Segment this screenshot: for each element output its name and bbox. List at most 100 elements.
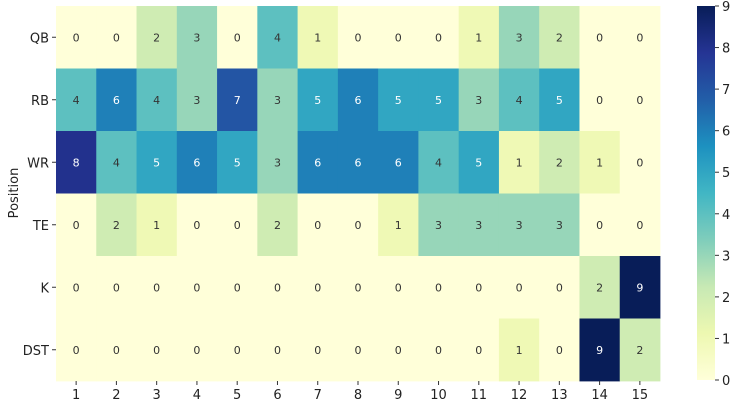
colorbar-tick-label: 2 <box>722 291 730 306</box>
heatmap-cell <box>619 256 661 319</box>
heatmap-cell <box>619 6 661 69</box>
cell-value-label: 0 <box>636 219 643 232</box>
cell-value-label: 5 <box>234 156 241 169</box>
cell-value-label: 6 <box>193 156 200 169</box>
heatmap-cell <box>458 68 500 132</box>
heatmap-cell <box>176 193 218 257</box>
heatmap-cell <box>498 6 540 69</box>
cell-value-label: 9 <box>636 281 643 294</box>
heatmap-cell <box>498 193 540 257</box>
heatmap-cell <box>418 193 460 257</box>
colorbar: 0 1 2 3 4 5 6 7 8 9 <box>697 0 730 389</box>
y-tick-label: TE <box>32 219 49 234</box>
cell-value-label: 1 <box>475 31 482 44</box>
cell-value-label: 6 <box>314 156 321 169</box>
heatmap-cell <box>539 256 580 319</box>
cell-value-label: 0 <box>355 219 362 232</box>
heatmap-cell <box>257 193 298 257</box>
heatmap-cell <box>136 131 178 194</box>
heatmap-cell <box>337 256 379 319</box>
heatmap-cell <box>579 6 621 69</box>
heatmap-cell <box>297 131 339 194</box>
cell-value-label: 2 <box>113 219 120 232</box>
cell-value-label: 6 <box>355 94 362 107</box>
heatmap-cell <box>297 193 339 257</box>
x-tick-label: 4 <box>193 388 201 400</box>
x-tick-label: 12 <box>511 388 528 400</box>
heatmap-cell <box>96 6 137 69</box>
cell-value-label: 1 <box>516 344 523 357</box>
cell-value-label: 6 <box>355 156 362 169</box>
cell-value-label: 0 <box>314 219 321 232</box>
heatmap-cell <box>498 68 540 132</box>
cell-value-label: 0 <box>73 281 80 294</box>
heatmap-cell <box>619 131 661 194</box>
x-tick-label: 1 <box>72 388 80 400</box>
heatmap-cell <box>579 131 621 194</box>
cell-value-label: 3 <box>516 219 523 232</box>
heatmap-cell <box>96 131 137 194</box>
heatmap-cell <box>539 131 580 194</box>
colorbar-tick-label: 5 <box>722 166 730 181</box>
cell-value-label: 4 <box>516 94 523 107</box>
heatmap-cell <box>498 318 540 382</box>
cell-value-label: 4 <box>153 94 160 107</box>
heatmap-cell <box>378 6 419 69</box>
cell-value-label: 0 <box>73 31 80 44</box>
heatmap-cell <box>378 193 419 257</box>
heatmap-cell <box>257 256 298 319</box>
cell-value-label: 0 <box>355 344 362 357</box>
cell-value-label: 9 <box>596 344 603 357</box>
cell-value-label: 0 <box>596 219 603 232</box>
x-tick-label: 14 <box>591 388 608 400</box>
cell-value-label: 3 <box>475 219 482 232</box>
cell-value-label: 0 <box>113 344 120 357</box>
cell-value-label: 0 <box>113 281 120 294</box>
x-tick-label: 9 <box>394 388 402 400</box>
cell-value-label: 3 <box>475 94 482 107</box>
heatmap-cell <box>257 6 298 69</box>
cell-value-label: 0 <box>395 281 402 294</box>
heatmap-cell <box>56 68 97 132</box>
y-tick-label: DST <box>23 344 49 359</box>
heatmap-cell <box>136 318 178 382</box>
heatmap-cell <box>136 6 178 69</box>
cell-value-label: 0 <box>636 156 643 169</box>
cell-value-label: 0 <box>435 344 442 357</box>
cell-value-label: 3 <box>193 94 200 107</box>
heatmap-cell <box>579 256 621 319</box>
cell-value-label: 0 <box>596 31 603 44</box>
cell-value-label: 2 <box>556 156 563 169</box>
cell-value-label: 0 <box>435 281 442 294</box>
heatmap-cell <box>217 68 258 132</box>
cell-value-label: 5 <box>395 94 402 107</box>
heatmap-cell <box>56 131 97 194</box>
x-tick-label: 6 <box>273 388 281 400</box>
cell-value-label: 5 <box>475 156 482 169</box>
heatmap-cell <box>217 193 258 257</box>
heatmap-cell <box>96 318 137 382</box>
cell-value-label: 3 <box>274 156 281 169</box>
cell-value-label: 6 <box>395 156 402 169</box>
colorbar-tick-label: 8 <box>722 42 730 57</box>
heatmap-cell <box>337 6 379 69</box>
colorbar-tick-label: 0 <box>722 374 730 389</box>
cell-value-label: 0 <box>556 281 563 294</box>
heatmap-cell <box>297 6 339 69</box>
cell-value-label: 0 <box>153 344 160 357</box>
heatmap-cell <box>418 131 460 194</box>
cell-value-label: 2 <box>596 281 603 294</box>
colorbar-tick-label: 7 <box>722 83 730 98</box>
cell-value-label: 3 <box>556 219 563 232</box>
heatmap-cell <box>579 318 621 382</box>
cell-value-label: 5 <box>556 94 563 107</box>
cell-value-label: 4 <box>274 31 281 44</box>
cell-value-label: 3 <box>193 31 200 44</box>
heatmap-cell <box>458 131 500 194</box>
heatmap-cell <box>539 68 580 132</box>
y-axis: QB RB WR TE K DST <box>23 31 56 359</box>
heatmap-cell <box>458 6 500 69</box>
cell-value-label: 0 <box>234 219 241 232</box>
heatmap-cell <box>56 256 97 319</box>
cell-value-label: 1 <box>314 31 321 44</box>
